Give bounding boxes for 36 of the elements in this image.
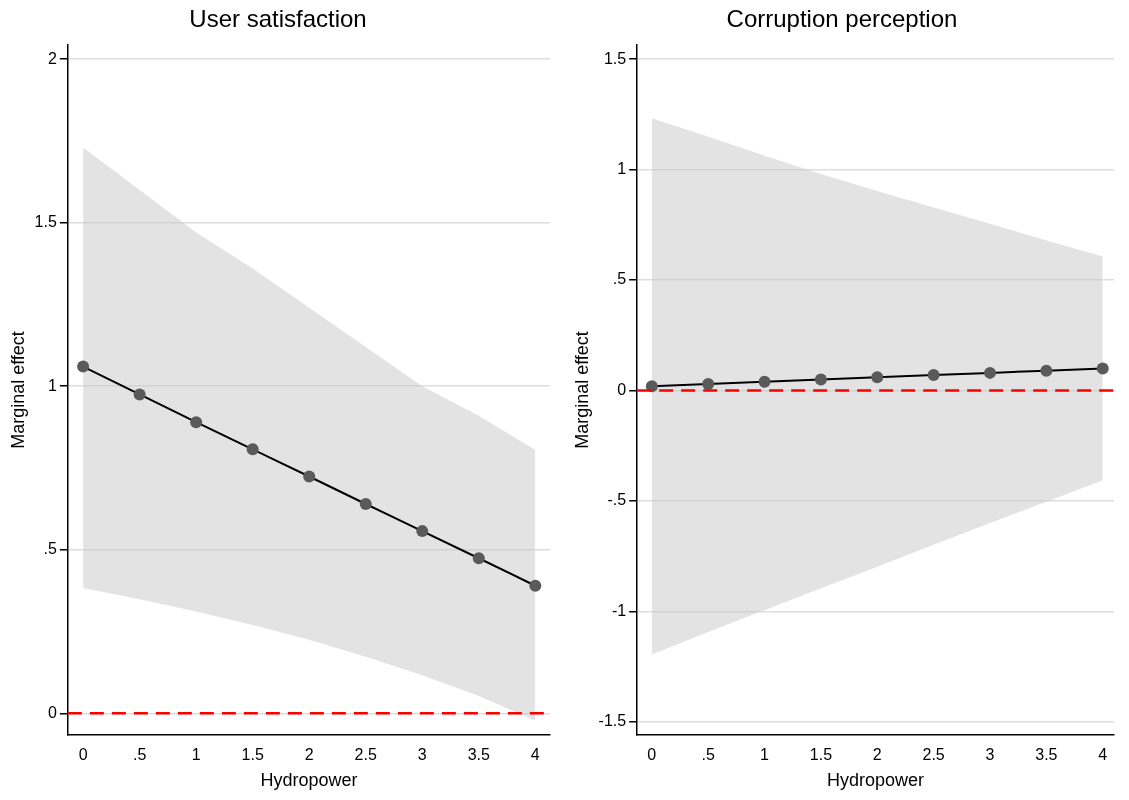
x-tick-label: 0	[78, 746, 88, 764]
y-axis-title: Marginal effect	[571, 331, 592, 449]
x-tick-label: 1.5	[241, 746, 264, 764]
y-tick-label: 1	[617, 160, 627, 178]
x-tick-label: 2	[872, 746, 882, 764]
y-tick-label: -1.5	[598, 712, 627, 730]
x-tick-label: 0	[647, 746, 657, 764]
x-tick-label: 1.5	[809, 746, 833, 764]
y-tick-label: 1.5	[34, 213, 57, 231]
x-tick-label: 3	[985, 746, 995, 764]
chart-title: User satisfaction	[189, 5, 367, 33]
x-axis-title: Hydropower	[827, 770, 925, 791]
x-tick-label: 2	[304, 746, 314, 764]
x-tick-label: 2.5	[922, 746, 945, 764]
y-tick-label: 0	[47, 703, 57, 721]
x-tick-label: 1	[760, 746, 770, 764]
x-tick-label: 4	[530, 746, 540, 764]
y-tick-label: -1	[611, 601, 627, 619]
x-tick-label: .5	[132, 746, 147, 764]
y-tick-label: 1.5	[603, 49, 627, 67]
x-tick-label: 3.5	[1035, 746, 1058, 764]
y-tick-label: 1	[47, 376, 57, 394]
x-tick-label: 2.5	[354, 746, 377, 764]
chart-title: Corruption perception	[726, 5, 958, 33]
y-tick-label: .5	[43, 540, 57, 558]
y-tick-label: .5	[612, 270, 627, 288]
x-tick-label: 1	[191, 746, 201, 764]
x-axis-title: Hydropower	[260, 770, 358, 791]
x-tick-label: 4	[1098, 746, 1108, 764]
y-axis-title: Marginal effect	[7, 331, 28, 449]
x-tick-label: 3.5	[467, 746, 490, 764]
y-tick-label: 0	[617, 380, 627, 398]
x-tick-label: 3	[417, 746, 427, 764]
y-tick-label: 2	[47, 49, 57, 67]
y-tick-label: -.5	[607, 491, 627, 509]
x-tick-label: .5	[701, 746, 715, 764]
